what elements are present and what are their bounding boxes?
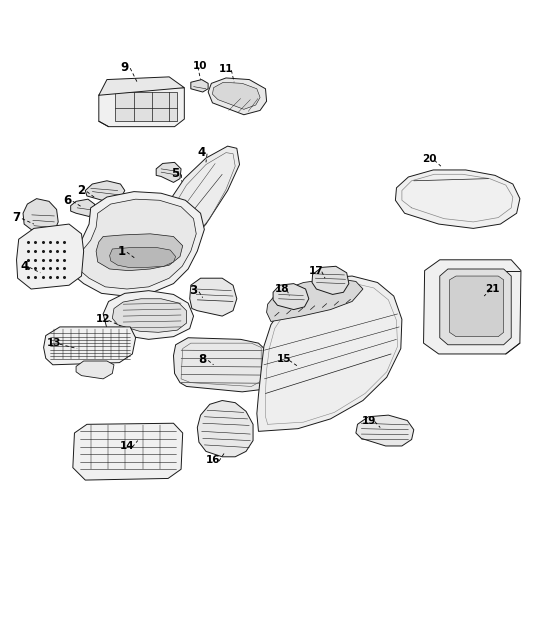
Text: 9: 9	[121, 60, 129, 74]
Text: 16: 16	[206, 455, 221, 465]
Polygon shape	[449, 276, 504, 336]
Polygon shape	[190, 278, 237, 316]
Text: 8: 8	[199, 353, 207, 366]
Text: 12: 12	[96, 314, 110, 324]
Polygon shape	[71, 199, 95, 217]
Text: 1: 1	[118, 244, 126, 258]
Text: 17: 17	[309, 266, 324, 275]
Polygon shape	[356, 415, 414, 446]
Polygon shape	[161, 146, 239, 249]
Text: 3: 3	[189, 284, 197, 297]
Text: 21: 21	[486, 284, 500, 294]
Polygon shape	[76, 199, 196, 289]
Polygon shape	[267, 278, 363, 321]
Text: 11: 11	[219, 64, 233, 74]
Polygon shape	[197, 401, 253, 457]
Text: 4: 4	[197, 146, 206, 159]
Polygon shape	[96, 234, 183, 271]
Polygon shape	[440, 269, 511, 345]
Polygon shape	[76, 361, 114, 379]
Polygon shape	[23, 198, 58, 235]
Text: 19: 19	[362, 416, 376, 425]
Polygon shape	[208, 78, 267, 115]
Polygon shape	[312, 266, 349, 294]
Polygon shape	[257, 276, 402, 432]
Text: 4: 4	[20, 260, 28, 273]
Polygon shape	[99, 88, 184, 127]
Text: 14: 14	[120, 441, 134, 451]
Text: 5: 5	[171, 167, 180, 180]
Text: 18: 18	[275, 284, 289, 294]
Polygon shape	[62, 192, 205, 296]
Polygon shape	[174, 338, 268, 392]
Text: 10: 10	[193, 61, 208, 71]
Text: 15: 15	[277, 355, 291, 364]
Polygon shape	[73, 423, 183, 480]
Polygon shape	[395, 170, 520, 229]
Text: 13: 13	[47, 338, 61, 348]
Text: 6: 6	[63, 194, 72, 207]
Polygon shape	[44, 327, 135, 365]
Polygon shape	[115, 92, 177, 121]
Polygon shape	[113, 299, 187, 332]
Text: 2: 2	[77, 184, 85, 197]
Polygon shape	[62, 258, 78, 273]
Polygon shape	[156, 163, 181, 183]
Polygon shape	[110, 248, 176, 267]
Polygon shape	[99, 77, 184, 95]
Text: 7: 7	[13, 211, 21, 224]
Polygon shape	[85, 181, 125, 202]
Polygon shape	[191, 79, 208, 92]
Text: 20: 20	[422, 154, 436, 164]
Polygon shape	[103, 290, 194, 340]
Polygon shape	[273, 284, 309, 309]
Polygon shape	[424, 260, 521, 354]
Polygon shape	[213, 83, 260, 110]
Polygon shape	[16, 224, 84, 289]
